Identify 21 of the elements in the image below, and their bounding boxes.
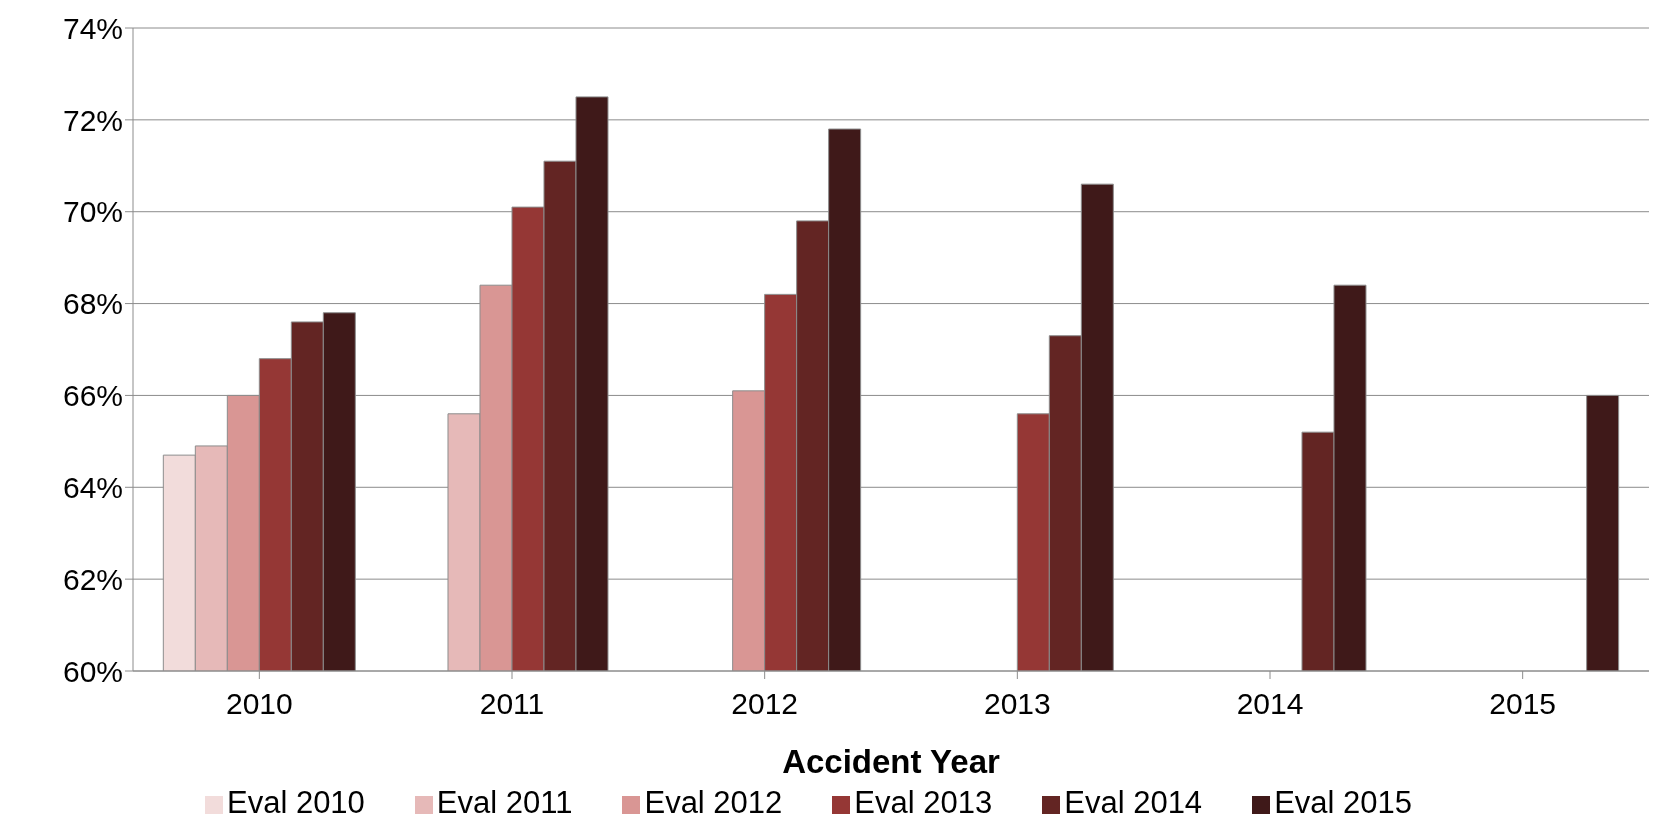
x-tick-label: 2014 <box>1236 687 1304 721</box>
y-tick-label: 66% <box>62 379 123 413</box>
y-tick-label: 74% <box>62 11 123 45</box>
x-axis-title: Accident Year <box>782 743 1000 780</box>
legend-label: Eval 2014 <box>1064 785 1203 820</box>
y-tick-label: 70% <box>62 195 123 229</box>
y-tick-label: 72% <box>62 103 123 137</box>
x-tick-label: 2011 <box>479 687 545 721</box>
legend-label: Eval 2013 <box>854 785 993 820</box>
legend-label: Eval 2012 <box>644 785 783 820</box>
x-tick-label: 2012 <box>731 687 799 721</box>
x-tick-label: 2010 <box>225 687 293 721</box>
legend-label: Eval 2010 <box>226 785 365 820</box>
y-tick-label: 64% <box>62 470 123 504</box>
y-tick-label: 68% <box>62 287 123 321</box>
legend-label: Eval 2015 <box>1274 785 1413 820</box>
y-tick-label: 62% <box>62 562 123 596</box>
x-tick-label: 2013 <box>983 687 1051 721</box>
x-tick-label: 2015 <box>1489 687 1557 721</box>
y-tick-label: 60% <box>62 654 123 688</box>
legend-label: Eval 2011 <box>436 785 573 820</box>
